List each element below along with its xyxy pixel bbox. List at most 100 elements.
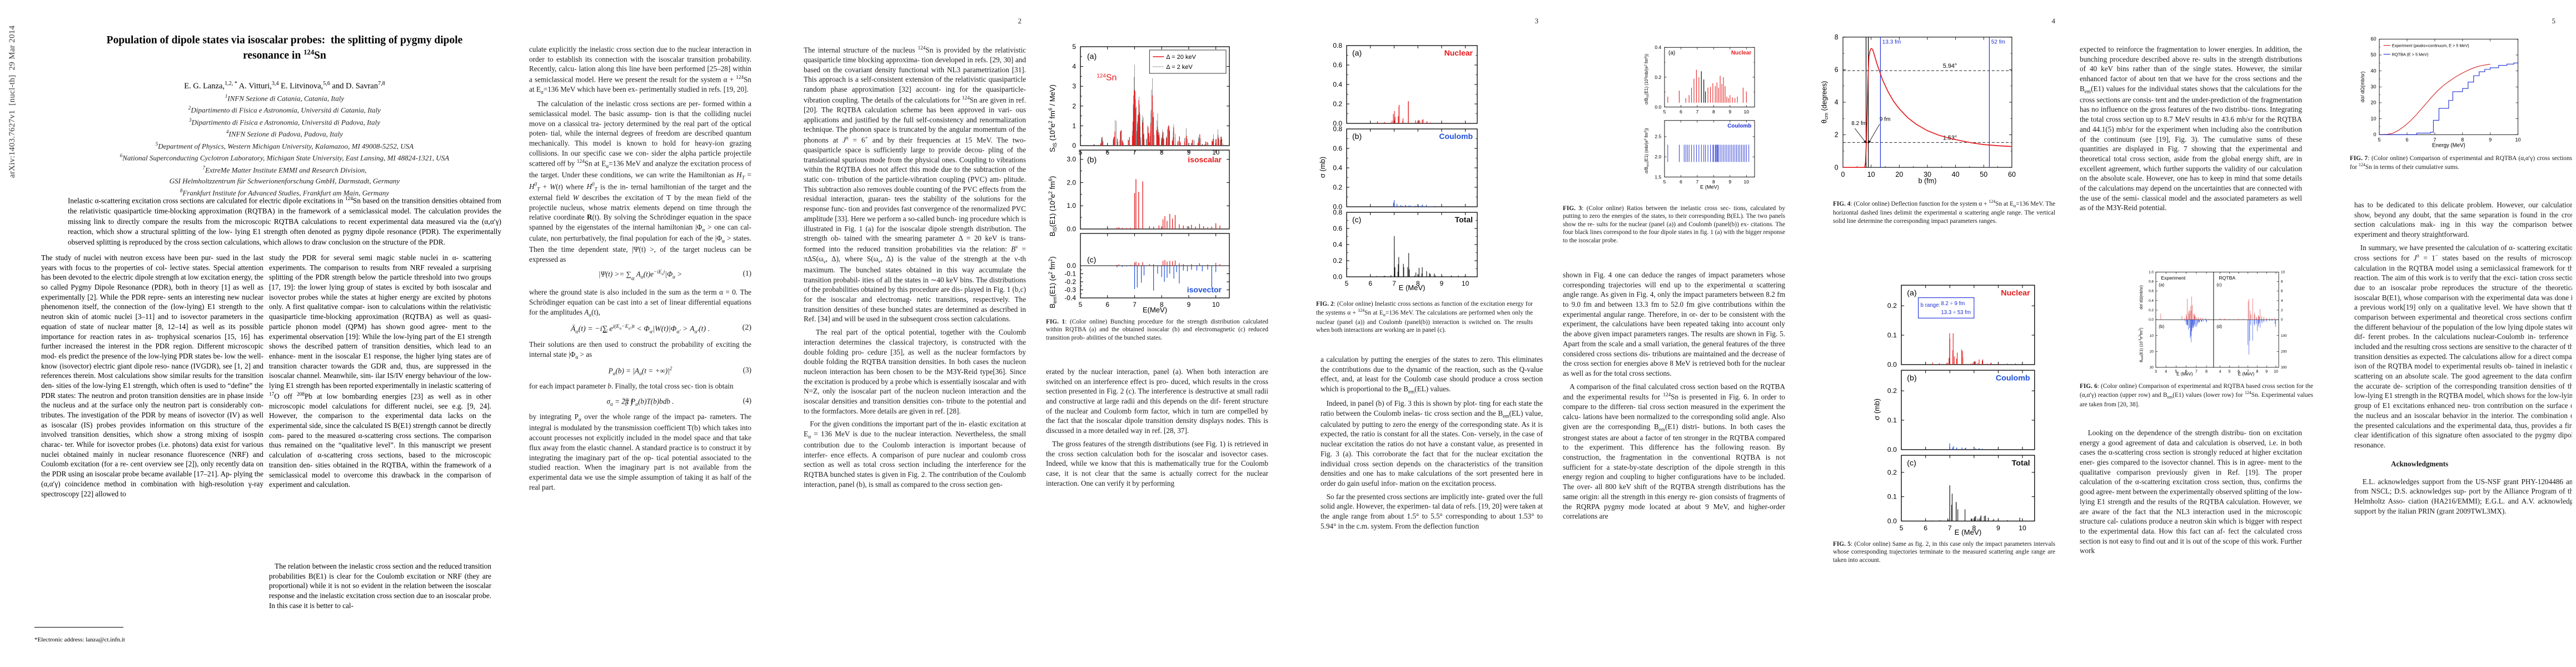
svg-text:6: 6 <box>2281 290 2283 293</box>
svg-text:9: 9 <box>1187 301 1191 308</box>
svg-text:8.2 fm: 8.2 fm <box>1851 121 1867 127</box>
svg-text:0.4: 0.4 <box>1333 241 1342 248</box>
svg-text:(b): (b) <box>1087 155 1097 164</box>
svg-text:5.94°: 5.94° <box>1943 63 1957 69</box>
svg-text:0.4: 0.4 <box>1655 45 1661 50</box>
svg-text:3: 3 <box>2155 370 2157 374</box>
svg-text:0.2: 0.2 <box>1333 183 1342 191</box>
svg-text:6: 6 <box>1368 280 1372 287</box>
svg-text:2.0: 2.0 <box>1067 178 1076 186</box>
svg-text:40: 40 <box>1952 171 1960 178</box>
svg-text:0.2: 0.2 <box>1887 302 1897 310</box>
svg-text:0.6: 0.6 <box>1333 145 1342 152</box>
svg-text:(a): (a) <box>1907 288 1916 297</box>
svg-text:(c): (c) <box>1907 459 1916 467</box>
svg-text:Bem(E1) (e2 fm2): Bem(E1) (e2 fm2) <box>1048 256 1058 308</box>
svg-text:σ/Bem(E1) (mb/(e2 fm2)): σ/Bem(E1) (mb/(e2 fm2)) <box>1644 128 1650 173</box>
svg-text:60: 60 <box>2008 171 2016 178</box>
svg-text:7: 7 <box>2433 137 2436 143</box>
svg-text:0.4: 0.4 <box>1333 81 1342 88</box>
svg-text:-0.3: -0.3 <box>1064 286 1076 294</box>
svg-text:300: 300 <box>2281 366 2287 370</box>
svg-text:5: 5 <box>2228 370 2230 374</box>
svg-text:0.1: 0.1 <box>1887 416 1897 424</box>
svg-text:0.8: 0.8 <box>1333 42 1342 49</box>
svg-text:30: 30 <box>2150 366 2154 370</box>
svg-text:2: 2 <box>1835 131 1838 139</box>
svg-text:0.4: 0.4 <box>1333 164 1342 172</box>
svg-text:0: 0 <box>1835 163 1838 171</box>
svg-text:8: 8 <box>1712 179 1715 185</box>
svg-text:7: 7 <box>1133 301 1137 308</box>
svg-text:dσ/ dΩ(mb/sr): dσ/ dΩ(mb/sr) <box>2360 71 2365 102</box>
svg-text:2: 2 <box>1072 102 1076 110</box>
svg-text:(a): (a) <box>1352 48 1362 57</box>
svg-text:Δ = 2 keV: Δ = 2 keV <box>1166 64 1193 71</box>
svg-text:8: 8 <box>2205 370 2208 374</box>
svg-text:52 fm: 52 fm <box>1991 39 2005 45</box>
svg-text:4: 4 <box>1072 63 1076 71</box>
svg-text:6: 6 <box>1680 109 1682 115</box>
svg-text:5: 5 <box>2378 137 2381 143</box>
svg-text:4: 4 <box>2165 370 2167 374</box>
svg-text:50: 50 <box>2371 52 2376 58</box>
svg-text:13.3 fm: 13.3 fm <box>1882 39 1901 45</box>
svg-text:Nuclear: Nuclear <box>1731 50 1752 56</box>
svg-text:4: 4 <box>2281 299 2283 303</box>
svg-text:0.0: 0.0 <box>2149 318 2154 322</box>
svg-text:0.2: 0.2 <box>1887 469 1897 476</box>
svg-text:isoscalar: isoscalar <box>1188 155 1222 164</box>
svg-text:6: 6 <box>1105 301 1109 308</box>
svg-text:2: 2 <box>2281 308 2283 312</box>
svg-text:8.2 ÷ 9 fm: 8.2 ÷ 9 fm <box>1941 301 1965 307</box>
svg-text:RQTBA: RQTBA <box>2219 275 2235 281</box>
svg-text:0.0: 0.0 <box>1655 104 1661 109</box>
svg-text:-0.2: -0.2 <box>1064 278 1076 286</box>
svg-text:5: 5 <box>1663 179 1666 185</box>
svg-text:9: 9 <box>2265 370 2268 374</box>
svg-text:σ (mb): σ (mb) <box>1318 157 1327 178</box>
svg-text:6: 6 <box>2405 137 2408 143</box>
svg-text:13.3 ÷ 53 fm: 13.3 ÷ 53 fm <box>1941 310 1971 316</box>
svg-text:0.6: 0.6 <box>1333 225 1342 232</box>
svg-text:1.0: 1.0 <box>2149 270 2154 274</box>
svg-text:1.0: 1.0 <box>1067 202 1076 210</box>
svg-text:20: 20 <box>1895 171 1903 178</box>
svg-text:Nuclear: Nuclear <box>1444 48 1473 57</box>
svg-text:0: 0 <box>1841 171 1845 178</box>
svg-text:4: 4 <box>2219 370 2221 374</box>
svg-text:5: 5 <box>1079 301 1083 308</box>
svg-text:10: 10 <box>1462 280 1469 287</box>
svg-text:100: 100 <box>2281 334 2287 338</box>
svg-text:Total: Total <box>1455 215 1473 224</box>
svg-text:9: 9 <box>1728 179 1731 185</box>
svg-text:9: 9 <box>1996 524 2000 532</box>
svg-text:E (MeV): E (MeV) <box>1399 283 1426 292</box>
svg-text:10: 10 <box>1744 109 1750 115</box>
svg-text:0.2: 0.2 <box>1333 257 1342 265</box>
svg-text:10: 10 <box>1867 171 1875 178</box>
svg-text:Coulomb: Coulomb <box>1727 123 1751 130</box>
svg-text:E (MeV): E (MeV) <box>1700 185 1719 190</box>
svg-text:θcm (degrees): θcm (degrees) <box>1821 81 1830 123</box>
svg-text:6: 6 <box>1680 179 1682 185</box>
svg-text:0.0: 0.0 <box>1887 517 1897 525</box>
svg-text:2.5: 2.5 <box>1655 134 1661 140</box>
svg-text:Experiment: Experiment <box>2161 275 2186 281</box>
svg-text:E(MeV): E(MeV) <box>1143 306 1167 314</box>
svg-text:Bem(E1) (10-3e2fm2): Bem(E1) (10-3e2fm2) <box>2139 328 2144 362</box>
svg-text:0: 0 <box>2281 318 2283 322</box>
svg-text:6: 6 <box>1835 66 1838 74</box>
svg-text:10: 10 <box>2274 370 2278 374</box>
svg-text:0.8: 0.8 <box>2149 280 2154 284</box>
svg-text:200: 200 <box>2281 350 2287 354</box>
svg-text:0.8: 0.8 <box>1333 125 1342 133</box>
svg-text:8: 8 <box>2256 370 2259 374</box>
svg-text:10: 10 <box>2515 137 2521 143</box>
svg-text:10: 10 <box>2371 116 2376 121</box>
svg-text:0.0: 0.0 <box>1067 262 1076 270</box>
svg-text:SIS (104e2 fm6 / MeV): SIS (104e2 fm6 / MeV) <box>1048 84 1058 152</box>
svg-text:Δ = 20 keV: Δ = 20 keV <box>1166 54 1196 61</box>
svg-text:30: 30 <box>2371 84 2376 89</box>
svg-text:6: 6 <box>1924 524 1927 532</box>
